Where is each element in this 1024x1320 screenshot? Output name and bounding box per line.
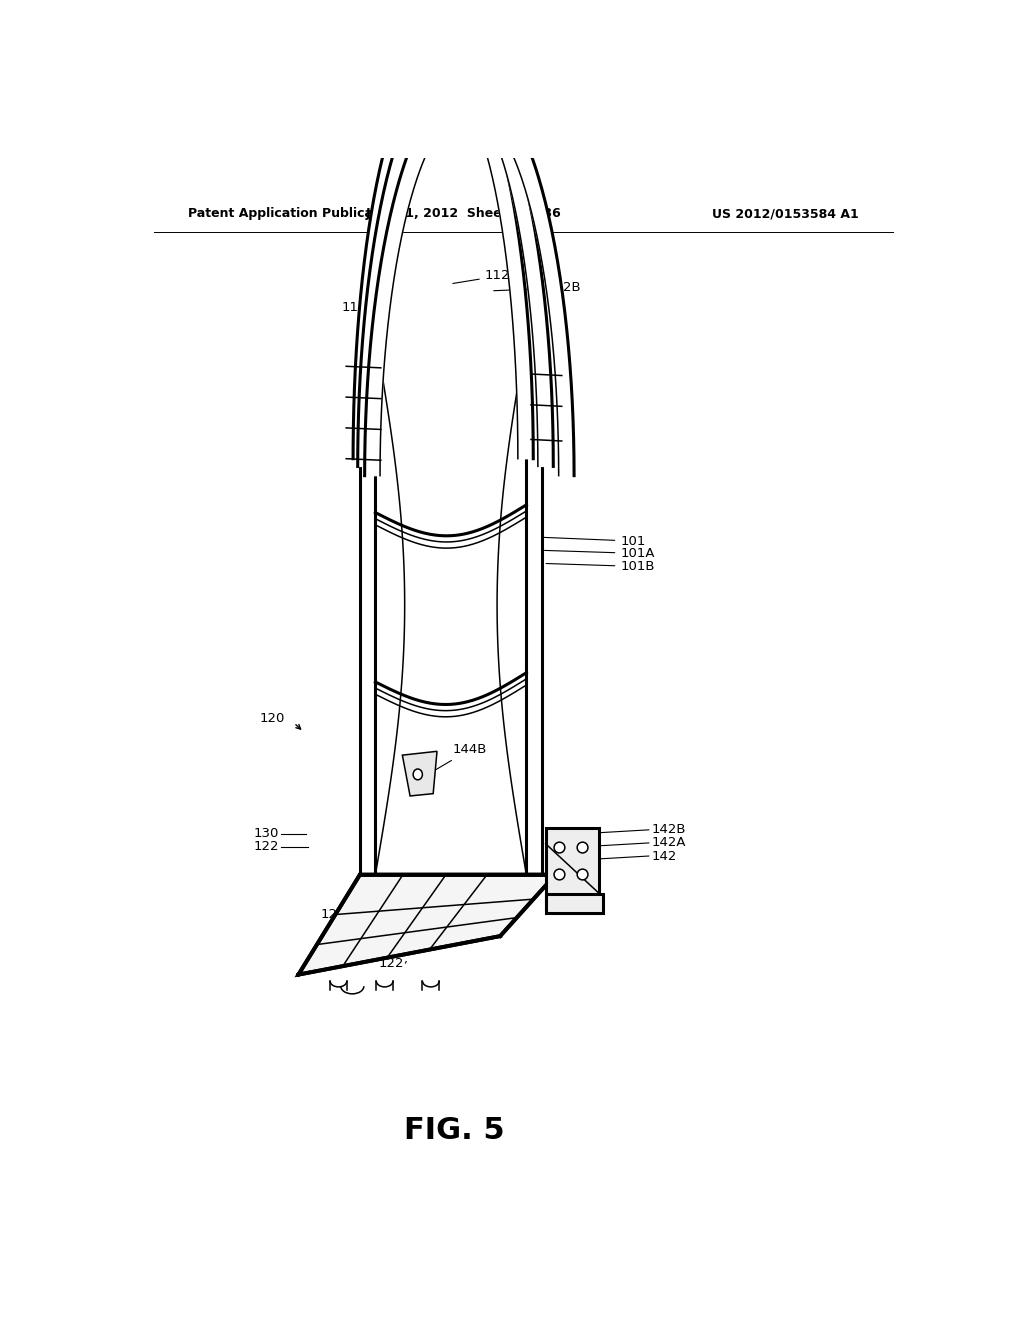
Polygon shape bbox=[402, 751, 437, 796]
Text: 101A: 101A bbox=[545, 546, 654, 560]
Text: US 2012/0153584 A1: US 2012/0153584 A1 bbox=[712, 207, 859, 220]
Text: 130: 130 bbox=[254, 828, 280, 841]
Text: 142B: 142B bbox=[651, 824, 686, 837]
Polygon shape bbox=[546, 894, 603, 913]
Text: Jun. 21, 2012  Sheet 5 of 36: Jun. 21, 2012 Sheet 5 of 36 bbox=[366, 207, 561, 220]
Circle shape bbox=[554, 869, 565, 880]
Text: 122: 122 bbox=[379, 957, 403, 970]
Text: 122: 122 bbox=[321, 908, 346, 921]
Circle shape bbox=[554, 842, 565, 853]
Text: 120: 120 bbox=[259, 713, 285, 726]
Polygon shape bbox=[298, 875, 556, 974]
Polygon shape bbox=[546, 829, 599, 909]
Polygon shape bbox=[365, 78, 574, 475]
Text: Patent Application Publication: Patent Application Publication bbox=[188, 207, 400, 220]
Polygon shape bbox=[353, 51, 534, 459]
Circle shape bbox=[578, 869, 588, 880]
Text: 142A: 142A bbox=[651, 837, 686, 850]
Text: 101: 101 bbox=[543, 535, 646, 548]
Text: 122: 122 bbox=[254, 841, 280, 853]
Ellipse shape bbox=[413, 770, 422, 780]
Circle shape bbox=[578, 842, 588, 853]
Text: 101B: 101B bbox=[546, 560, 654, 573]
Text: 142: 142 bbox=[651, 850, 677, 862]
Polygon shape bbox=[357, 62, 553, 466]
Text: 112: 112 bbox=[341, 301, 367, 331]
Text: FIG. 5: FIG. 5 bbox=[403, 1115, 504, 1144]
Text: 112B: 112B bbox=[494, 281, 581, 294]
Text: 144B: 144B bbox=[430, 743, 486, 774]
Text: 112A: 112A bbox=[453, 269, 519, 284]
